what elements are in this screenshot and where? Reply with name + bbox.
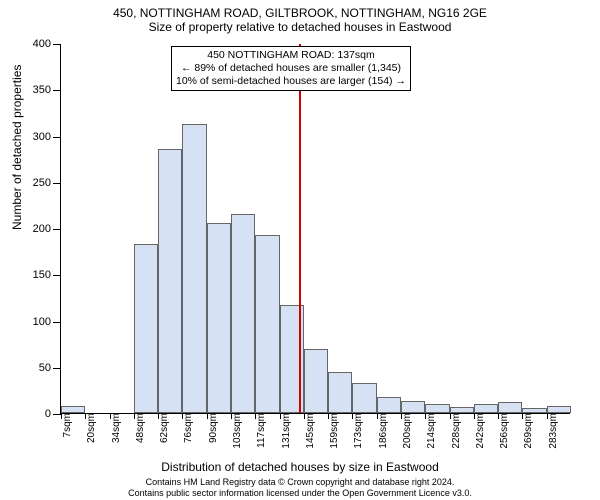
histogram-bar <box>158 149 182 413</box>
x-tick-label: 62sqm <box>152 413 170 443</box>
x-tick-label: 159sqm <box>322 413 340 449</box>
y-tick-label: 250 <box>33 177 61 189</box>
x-tick-label: 103sqm <box>225 413 243 449</box>
y-tick-label: 400 <box>33 38 61 50</box>
histogram-bar <box>328 372 352 413</box>
y-tick-label: 100 <box>33 316 61 328</box>
annotation-line: ← 89% of detached houses are smaller (1,… <box>176 62 406 75</box>
x-tick-label: 186sqm <box>371 413 389 449</box>
x-tick-label: 90sqm <box>201 413 219 443</box>
chart-area: 0501001502002503003504007sqm20sqm34sqm48… <box>60 44 570 414</box>
chart-subtitle: Size of property relative to detached ho… <box>10 20 590 34</box>
histogram-bar <box>425 404 449 413</box>
x-tick-label: 7sqm <box>55 413 73 437</box>
annotation-box: 450 NOTTINGHAM ROAD: 137sqm← 89% of deta… <box>171 46 411 91</box>
histogram-bar <box>61 406 85 413</box>
x-tick-label: 214sqm <box>419 413 437 449</box>
histogram-bar <box>182 124 206 413</box>
histogram-bar <box>352 383 376 413</box>
chart-title: 450, NOTTINGHAM ROAD, GILTBROOK, NOTTING… <box>10 6 590 20</box>
histogram-bar <box>401 401 425 413</box>
plot-region: 0501001502002503003504007sqm20sqm34sqm48… <box>60 44 570 414</box>
footer-line1: Contains HM Land Registry data © Crown c… <box>0 477 600 487</box>
reference-line <box>299 44 301 413</box>
histogram-bar <box>377 397 401 413</box>
y-tick-label: 50 <box>39 362 61 374</box>
histogram-bar <box>207 223 231 413</box>
histogram-bar <box>547 406 571 413</box>
x-tick-label: 173sqm <box>346 413 364 449</box>
y-tick-label: 150 <box>33 269 61 281</box>
annotation-line: 450 NOTTINGHAM ROAD: 137sqm <box>176 49 406 62</box>
attribution-footer: Contains HM Land Registry data © Crown c… <box>0 477 600 498</box>
histogram-bar <box>474 404 498 413</box>
y-tick-label: 300 <box>33 131 61 143</box>
x-tick-label: 34sqm <box>104 413 122 443</box>
x-tick-label: 76sqm <box>176 413 194 443</box>
title-block: 450, NOTTINGHAM ROAD, GILTBROOK, NOTTING… <box>0 0 600 36</box>
y-tick-label: 350 <box>33 84 61 96</box>
x-tick-label: 256sqm <box>492 413 510 449</box>
histogram-bar <box>134 244 158 413</box>
histogram-bar <box>304 349 328 413</box>
x-tick-label: 145sqm <box>298 413 316 449</box>
x-tick-label: 269sqm <box>516 413 534 449</box>
histogram-bar <box>255 235 279 413</box>
x-tick-label: 117sqm <box>249 413 267 448</box>
histogram-bar <box>231 214 255 413</box>
footer-line2: Contains public sector information licen… <box>0 488 600 498</box>
x-tick-label: 242sqm <box>468 413 486 449</box>
x-tick-label: 200sqm <box>395 413 413 449</box>
y-tick-label: 200 <box>33 223 61 235</box>
x-axis-label: Distribution of detached houses by size … <box>0 460 600 474</box>
y-axis-label: Number of detached properties <box>10 65 24 230</box>
x-tick-label: 20sqm <box>79 413 97 443</box>
x-tick-label: 131sqm <box>274 413 292 449</box>
x-tick-label: 283sqm <box>541 413 559 449</box>
x-tick-label: 228sqm <box>444 413 462 449</box>
histogram-bar <box>498 402 522 413</box>
x-tick-label: 48sqm <box>128 413 146 443</box>
annotation-line: 10% of semi-detached houses are larger (… <box>176 75 406 88</box>
